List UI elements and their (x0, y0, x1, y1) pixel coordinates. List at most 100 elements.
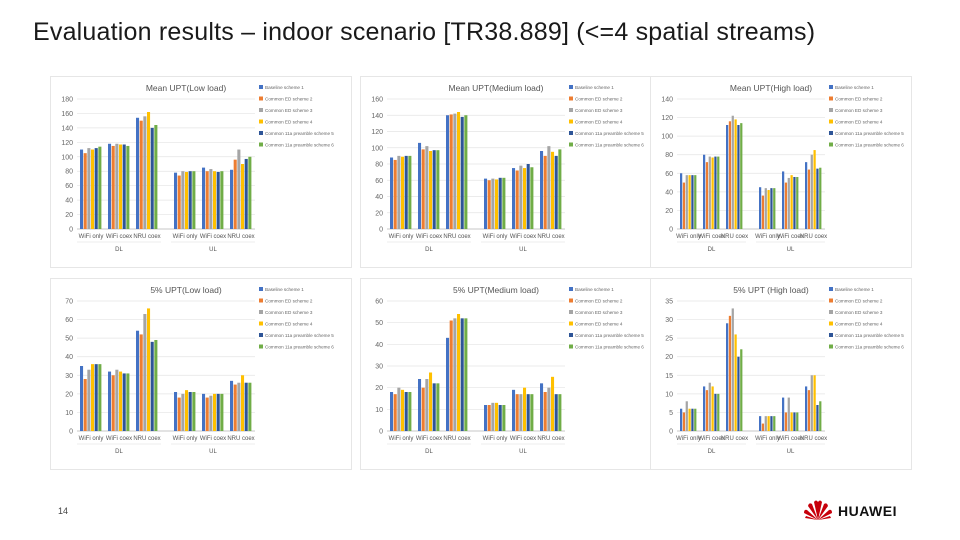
legend-swatch (829, 333, 833, 337)
x-category-label: WiFi coex (200, 436, 226, 442)
x-category-label: NRU coex (800, 436, 827, 442)
y-tick-label: 80 (65, 169, 73, 176)
legend-swatch (259, 287, 263, 291)
bar (759, 187, 762, 229)
bar (401, 389, 405, 431)
x-category-label: WiFi only (676, 234, 701, 240)
y-tick-label: 100 (661, 134, 673, 141)
brand-name: HUAWEI (838, 503, 897, 519)
bar (726, 125, 729, 229)
legend-label: Common ED scheme 2 (835, 97, 883, 102)
bar (425, 146, 429, 229)
bar (810, 154, 813, 229)
bar (491, 178, 495, 229)
legend-swatch (829, 142, 833, 147)
chart-title: 5% UPT(Medium load) (453, 285, 539, 295)
bar (181, 393, 185, 431)
bar (796, 177, 799, 229)
bar (793, 412, 796, 431)
legend-swatch (569, 287, 573, 291)
bar (429, 372, 433, 431)
bar (453, 113, 457, 229)
group-label: DL (708, 449, 716, 455)
bar (688, 408, 691, 431)
bar (237, 149, 241, 229)
bar (136, 117, 140, 229)
bar (205, 171, 209, 229)
bar (143, 116, 147, 229)
x-category-label: WiFi only (389, 436, 414, 442)
y-tick-label: 60 (375, 178, 383, 185)
legend-label: Common 11a preamble scheme 6 (575, 143, 644, 148)
bar (793, 177, 796, 229)
bar (740, 349, 743, 431)
legend-swatch (569, 85, 573, 89)
legend-label: Common ED scheme 2 (265, 299, 313, 304)
bar (682, 182, 686, 229)
bar (554, 155, 558, 229)
legend-label: Common 11a preamble scheme 5 (835, 333, 904, 338)
bar (408, 392, 412, 431)
bar (216, 393, 220, 431)
bar (790, 412, 793, 431)
bar (126, 145, 130, 229)
bar (502, 405, 506, 431)
legend-label: Common 11a preamble scheme 6 (575, 345, 644, 350)
y-tick-label: 20 (65, 391, 73, 398)
group-label: UL (209, 247, 217, 253)
y-tick-label: 20 (65, 212, 73, 219)
y-tick-label: 50 (375, 320, 383, 327)
y-tick-label: 160 (61, 111, 73, 118)
bar (181, 171, 185, 229)
bar (705, 162, 709, 229)
bar (816, 168, 819, 229)
bar (408, 155, 412, 229)
y-tick-label: 20 (375, 385, 383, 392)
bar (819, 167, 822, 229)
x-category-label: WiFi coex (106, 436, 132, 442)
bar (185, 171, 189, 229)
bar (248, 156, 252, 229)
legend-swatch (569, 131, 573, 135)
bar (192, 171, 196, 229)
bar (770, 416, 773, 431)
x-category-label: WiFi coex (698, 436, 724, 442)
legend-label: Common 11a preamble scheme 5 (835, 131, 904, 136)
huawei-flower-icon (804, 500, 832, 520)
x-category-label: NRU coex (443, 234, 470, 240)
bar (787, 177, 790, 229)
y-tick-label: 10 (65, 410, 73, 417)
group-label: DL (425, 247, 433, 253)
bar (202, 167, 206, 229)
y-tick-label: 20 (665, 208, 673, 215)
bar (397, 387, 401, 431)
x-category-label: NRU coex (443, 436, 470, 442)
legend-swatch (569, 298, 573, 303)
bar (816, 405, 819, 431)
bar (554, 394, 558, 431)
bar (154, 340, 158, 431)
bar (449, 320, 453, 431)
bar (98, 364, 102, 431)
bar (154, 125, 158, 229)
legend-label: Common 11a preamble scheme 5 (265, 333, 334, 338)
legend-swatch (569, 108, 573, 112)
group-label: DL (115, 449, 123, 455)
bar (185, 390, 189, 431)
bar (728, 121, 732, 229)
legend-swatch (829, 344, 833, 349)
legend-swatch (829, 85, 833, 89)
bar (680, 173, 683, 229)
x-category-label: WiFi coex (510, 436, 536, 442)
bar (425, 379, 429, 431)
group-label: UL (209, 449, 217, 455)
bar (761, 423, 765, 431)
bar (761, 195, 765, 229)
legend-label: Baseline scheme 1 (575, 85, 614, 90)
y-tick-label: 0 (669, 429, 673, 436)
legend-label: Common 11a preamble scheme 6 (265, 143, 334, 148)
y-tick-label: 120 (661, 115, 673, 122)
bar (111, 145, 115, 229)
bar (773, 416, 776, 431)
bar (209, 395, 213, 431)
